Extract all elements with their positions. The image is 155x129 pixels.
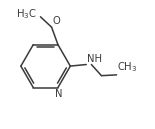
- Text: NH: NH: [87, 54, 102, 64]
- Text: O: O: [52, 16, 60, 26]
- Text: N: N: [55, 89, 62, 99]
- Text: CH$_3$: CH$_3$: [117, 60, 138, 74]
- Text: H$_3$C: H$_3$C: [16, 7, 36, 21]
